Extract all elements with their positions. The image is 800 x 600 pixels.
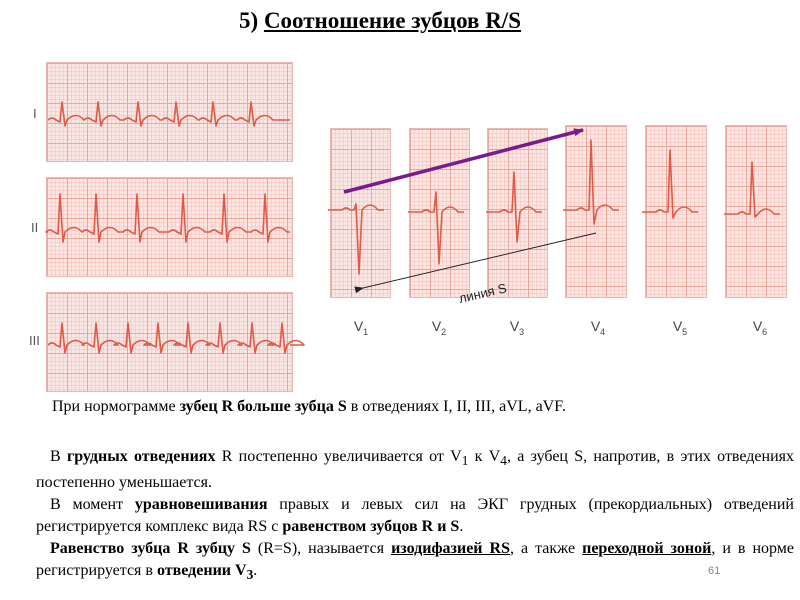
ecg-trace-v2 <box>408 191 464 265</box>
lead-label-i: I <box>33 106 37 121</box>
lead-label-ii: II <box>31 220 39 235</box>
slide-title: 5) Соотношение зубцов R/S <box>0 8 760 34</box>
ecg-panel-v2 <box>409 128 470 298</box>
paragraph-chest-leads: В грудных отведениях R постепенно увелич… <box>36 446 794 586</box>
ecg-trace-v5 <box>642 149 698 219</box>
paragraph-transition-zone: Равенство зубца R зубцу S (R=S), называе… <box>36 540 794 583</box>
ecg-panel-v1 <box>330 128 391 298</box>
ecg-strip-lead-i <box>46 62 293 162</box>
ecg-panel-v6 <box>725 125 787 298</box>
s-line-label: линия S <box>457 280 508 306</box>
lead-label-iii: III <box>29 333 40 348</box>
ecg-trace-v1 <box>328 203 384 275</box>
ecg-trace-lead-iii <box>47 322 305 354</box>
ecg-trace-lead-i <box>47 101 290 127</box>
paragraph-normogram: При нормограмме зубец R больше зубца S в… <box>52 398 566 415</box>
ecg-strip-lead-ii <box>46 177 293 277</box>
chest-label-v6: V6 <box>752 318 768 337</box>
paragraph-r-increase: В грудных отведениях R постепенно увелич… <box>36 448 795 492</box>
title-number: 5) <box>239 8 259 33</box>
paragraph-equilibrium: В момент уравновешивания правых и левых … <box>36 496 794 536</box>
ecg-trace-v3 <box>486 171 542 243</box>
ecg-trace-v6 <box>724 161 780 218</box>
page-number: 61 <box>708 565 721 577</box>
title-text: Соотношение зубцов R/S <box>263 8 521 33</box>
chest-label-v1: V1 <box>353 318 369 337</box>
r-wave-arrow <box>343 128 584 194</box>
chest-label-v3: V3 <box>509 318 525 337</box>
s-line-arrow <box>354 232 597 294</box>
ecg-trace-lead-ii <box>45 193 290 243</box>
ecg-trace-v4 <box>563 139 619 225</box>
ecg-panel-v3 <box>487 128 548 298</box>
chest-label-v4: V4 <box>590 318 606 337</box>
chest-label-v2: V2 <box>431 318 447 337</box>
chest-label-v5: V5 <box>672 318 688 337</box>
